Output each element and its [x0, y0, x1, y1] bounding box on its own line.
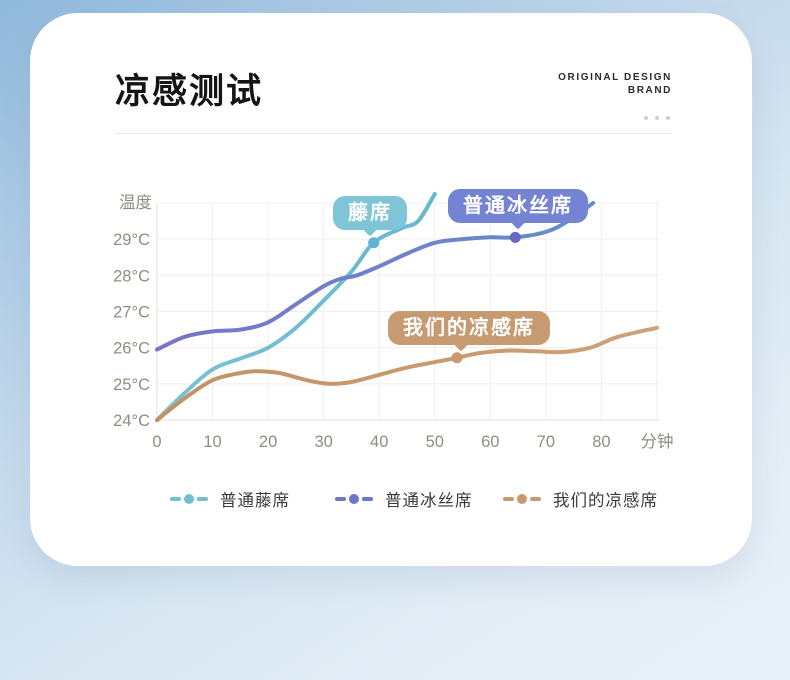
legend-label: 我们的凉感席 — [553, 492, 658, 510]
legend-marker — [170, 494, 208, 504]
legend-dash-icon — [362, 497, 373, 501]
legend-label: 普通藤席 — [220, 492, 290, 510]
header-divider — [115, 133, 672, 134]
legend-marker — [503, 494, 541, 504]
dot-icon — [644, 116, 648, 120]
legend-item-our-cooling-mat: 我们的凉感席 — [503, 487, 658, 511]
legend-item-ice-silk-mat: 普通冰丝席 — [335, 487, 473, 511]
annotation-badge-rattan-mat: 藤席 — [333, 196, 407, 230]
dot-icon — [666, 116, 670, 120]
legend-dash-icon — [530, 497, 541, 501]
page-title: 凉感测试 — [115, 72, 264, 111]
content-card: 凉感测试 ORIGINAL DESIGN BRAND — [30, 13, 752, 566]
legend-dot-icon — [349, 494, 359, 504]
legend-item-rattan-mat: 普通藤席 — [170, 487, 290, 511]
legend-dash-icon — [197, 497, 208, 501]
brand-text: ORIGINAL DESIGN BRAND — [558, 71, 672, 97]
legend-dash-icon — [170, 497, 181, 501]
legend-dot-icon — [517, 494, 527, 504]
legend-label: 普通冰丝席 — [385, 492, 473, 510]
brand-line1: ORIGINAL DESIGN — [558, 72, 672, 83]
brand-line2: BRAND — [627, 85, 672, 96]
annotation-label: 普通冰丝席 — [463, 195, 573, 217]
legend-dash-icon — [335, 497, 346, 501]
annotation-label: 藤席 — [348, 202, 392, 224]
annotation-label: 我们的凉感席 — [403, 317, 535, 339]
dot-icon — [655, 116, 659, 120]
annotation-badge-our-cooling-mat: 我们的凉感席 — [388, 311, 550, 345]
legend-marker — [335, 494, 373, 504]
legend-dash-icon — [503, 497, 514, 501]
annotation-badge-ice-silk-mat: 普通冰丝席 — [448, 189, 588, 223]
legend-dot-icon — [184, 494, 194, 504]
decorative-dots — [644, 116, 670, 120]
